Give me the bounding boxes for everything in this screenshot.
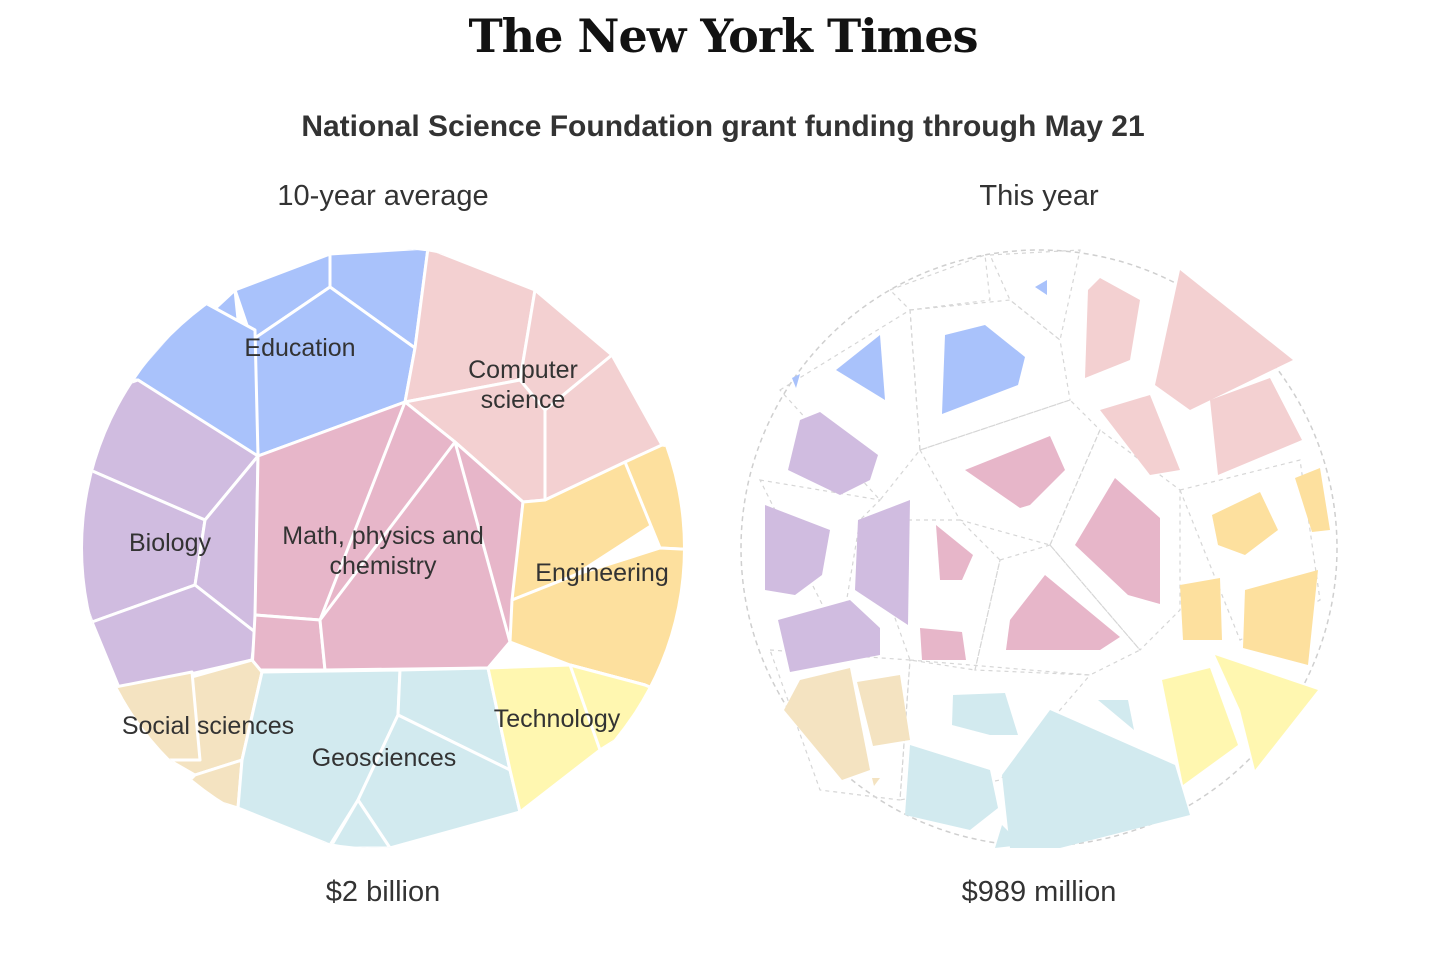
cell-math-physics-and-chemistry xyxy=(1075,478,1160,604)
cell-biology xyxy=(765,505,830,595)
this-year-voronoi-cells xyxy=(740,249,1338,848)
cell-engineering xyxy=(1180,578,1222,640)
cell-math-physics-and-chemistry xyxy=(965,436,1065,508)
cell-engineering xyxy=(1295,468,1330,532)
cell-geosciences xyxy=(905,745,998,830)
cell-math-physics-and-chemistry xyxy=(936,525,973,580)
cell-math-physics-and-chemistry xyxy=(920,628,966,660)
ten-year-category-labels: Education Computer science Biology Math, phy… xyxy=(122,334,669,772)
panel-title-this-year: This year xyxy=(979,180,1099,212)
cell-biology xyxy=(778,600,880,672)
label-engineering: Engineering xyxy=(535,559,668,587)
ghost-cell-outline xyxy=(888,254,991,311)
label-technology: Technology xyxy=(494,705,621,733)
cell-technology xyxy=(1215,655,1318,770)
total-this-year: $989 million xyxy=(961,876,1117,908)
ghost-cell-outline xyxy=(1049,429,1181,651)
cell-geosciences xyxy=(356,713,522,848)
cell-geosciences xyxy=(995,825,1022,848)
chart-title: National Science Foundation grant fundin… xyxy=(301,110,1145,143)
label-geosciences: Geosciences xyxy=(312,744,457,772)
cell-geosciences xyxy=(1002,710,1190,848)
cell-engineering xyxy=(1212,492,1278,555)
this-year-dashed-outline xyxy=(740,249,1338,847)
total-ten-year: $2 billion xyxy=(325,876,441,908)
label-social-sciences: Social sciences xyxy=(122,712,294,740)
cell-computer-science xyxy=(1085,278,1140,378)
label-education: Education xyxy=(244,334,355,362)
cell-social-sciences xyxy=(872,778,880,786)
nyt-masthead-logo: The New York Times xyxy=(468,9,978,63)
cell-math-physics-and-chemistry xyxy=(1006,575,1120,650)
label-biology: Biology xyxy=(129,529,211,557)
cell-education xyxy=(942,325,1025,414)
ghost-cell-outline xyxy=(919,399,1101,546)
cell-geosciences xyxy=(1098,700,1134,730)
cell-social-sciences xyxy=(784,668,870,780)
cell-geosciences xyxy=(952,693,1018,735)
panel-title-ten-year: 10-year average xyxy=(277,180,489,212)
cell-biology xyxy=(855,500,910,625)
cell-education xyxy=(1035,280,1047,295)
ghost-cell-outline xyxy=(974,544,1141,676)
cell-social-sciences xyxy=(857,675,910,746)
cell-math-physics-and-chemistry xyxy=(250,613,327,672)
ten-year-voronoi-cells xyxy=(83,248,683,848)
cell-engineering xyxy=(1243,570,1318,665)
cell-education xyxy=(836,335,885,400)
ghost-cell-outline xyxy=(989,249,1081,342)
ghost-cell-outline xyxy=(769,649,911,801)
cell-technology xyxy=(1162,668,1238,785)
cell-computer-science xyxy=(1100,395,1180,475)
cell-geosciences xyxy=(328,798,392,848)
ghost-cell-outline xyxy=(909,299,1071,451)
cell-biology xyxy=(788,412,878,495)
cell-math-physics-and-chemistry xyxy=(318,440,512,672)
cell-computer-science xyxy=(1155,270,1293,410)
cell-computer-science xyxy=(1210,378,1302,475)
label-math-physics-and-chemistry: Math, physics and chemistry xyxy=(282,522,484,580)
label-computer-science: Computer science xyxy=(468,356,578,414)
cell-education xyxy=(792,374,800,388)
ghost-cell-outline xyxy=(899,659,1092,801)
ghost-cell-outline xyxy=(859,519,1001,671)
